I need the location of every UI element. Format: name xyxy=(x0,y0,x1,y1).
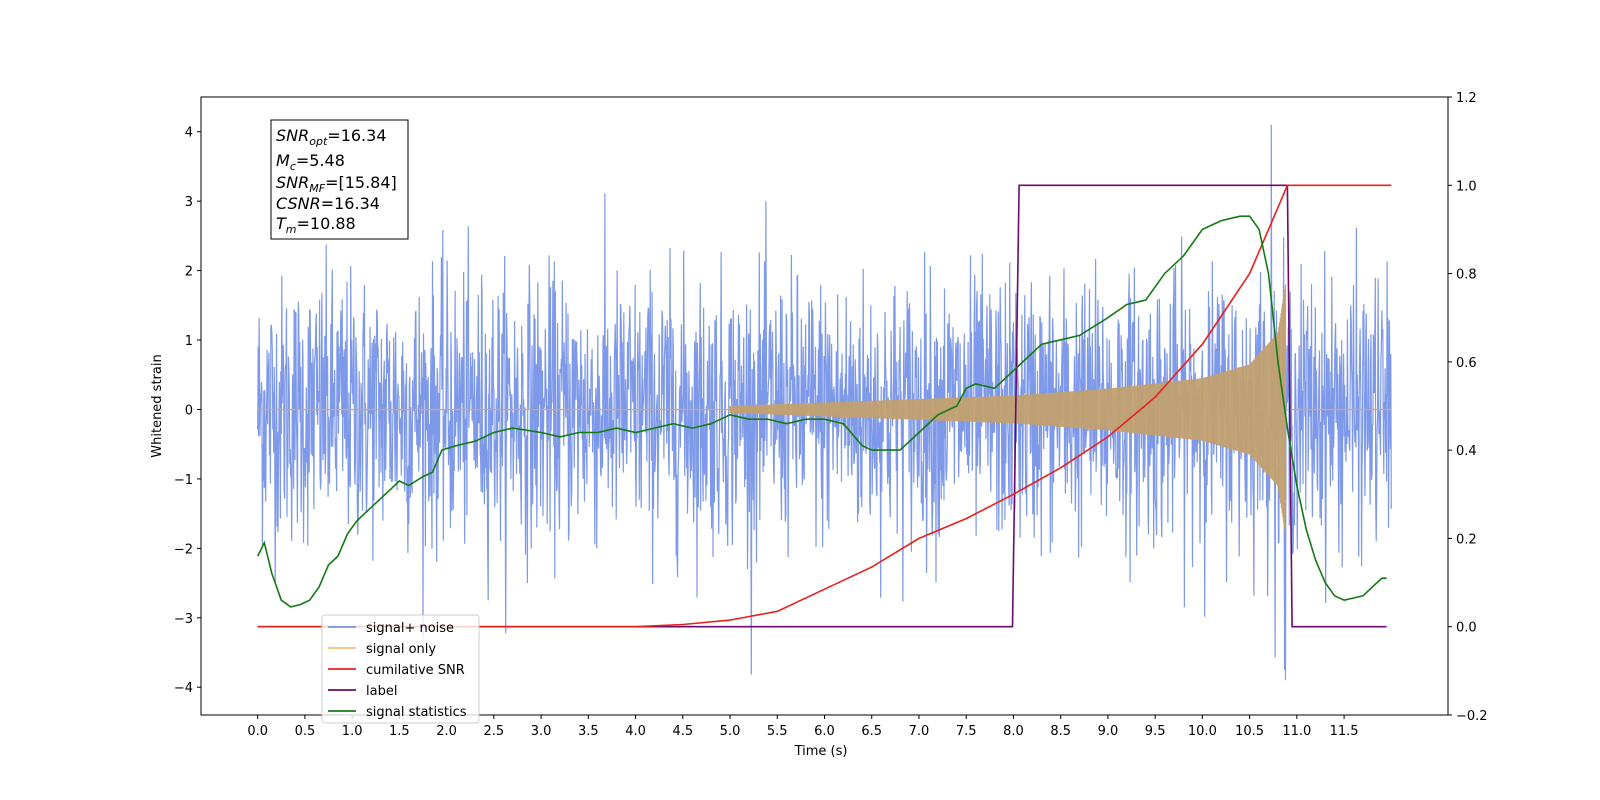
x-tick-label: 7.5 xyxy=(956,724,977,739)
x-tick-label: 4.0 xyxy=(625,724,646,739)
x-tick-label: 2.0 xyxy=(436,724,457,739)
x-tick-label: 9.0 xyxy=(1098,724,1119,739)
y-tick-label-right: 0.0 xyxy=(1456,621,1477,636)
y-tick-label-left: −4 xyxy=(174,681,193,696)
axes-layer: 0.0 0.5 1.0 1.5 2.0 2.5 3.0 3.5 4.0 4.5 5.0 5.5 6.0 6… xyxy=(174,91,1488,739)
y-tick-label-left: 0 xyxy=(185,403,193,418)
legend-label: cumilative SNR xyxy=(366,663,465,678)
series-signal-only xyxy=(729,284,1287,533)
x-tick-label: 7.0 xyxy=(909,724,930,739)
annotation-box: SNRopt=16.34 Mc=5.48 SNRMF=[15.84] CSNR=… xyxy=(270,119,409,240)
series-layer xyxy=(256,124,1392,681)
x-tick-label: 11.5 xyxy=(1330,724,1359,739)
series-label xyxy=(257,184,1387,628)
series-signal-statistics xyxy=(256,215,1387,608)
x-tick-label: 2.5 xyxy=(484,724,505,739)
y-tick-label-right: −0.2 xyxy=(1456,709,1488,724)
y-tick-label-right: 0.2 xyxy=(1456,532,1477,547)
x-tick-label: 3.0 xyxy=(531,724,552,739)
series-cumulative-snr xyxy=(257,184,1392,628)
x-tick-label: 5.5 xyxy=(767,724,788,739)
y-tick-label-right: 1.2 xyxy=(1456,91,1477,106)
y-tick-label-left: −3 xyxy=(174,612,193,627)
x-tick-label: 0.5 xyxy=(295,724,316,739)
legend-label: signal+ noise xyxy=(366,621,454,636)
y-axis-label-left: Whitened strain xyxy=(150,354,165,457)
x-tick-label: 0.0 xyxy=(247,724,268,739)
y-tick-label-right: 1.0 xyxy=(1456,179,1477,194)
legend: signal+ noise signal only cumilative SNR la… xyxy=(321,614,480,724)
annotation-tm: Tm=10.88 xyxy=(276,214,356,236)
x-tick-label: 11.0 xyxy=(1282,724,1311,739)
y-tick-label-right: 0.4 xyxy=(1456,444,1477,459)
y-tick-label-left: 3 xyxy=(185,195,193,210)
x-tick-label: 4.5 xyxy=(672,724,693,739)
legend-entries: signal+ noise signal only cumilative SNR la… xyxy=(328,621,467,720)
x-tick-label: 10.5 xyxy=(1235,724,1264,739)
x-tick-label: 1.0 xyxy=(342,724,363,739)
annotation-snr-mf: SNRMF=[15.84] xyxy=(276,173,397,195)
legend-label: signal only xyxy=(366,642,436,657)
x-axis-label: Time (s) xyxy=(794,744,848,759)
x-tick-label: 5.0 xyxy=(720,724,741,739)
y-tick-label-left: −1 xyxy=(174,473,193,488)
y-tick-label-left: −2 xyxy=(174,542,193,557)
y-tick-label-left: 4 xyxy=(185,126,193,141)
x-tick-label: 6.0 xyxy=(814,724,835,739)
annotation-snr-opt: SNRopt=16.34 xyxy=(276,126,387,148)
y-tick-label-right: 0.8 xyxy=(1456,268,1477,283)
x-tick-label: 1.5 xyxy=(389,724,410,739)
y-tick-label-left: 2 xyxy=(185,265,193,280)
x-tick-label: 10.0 xyxy=(1188,724,1217,739)
legend-frame xyxy=(321,614,480,724)
x-tick-label: 6.5 xyxy=(861,724,882,739)
x-tick-label: 8.0 xyxy=(1003,724,1024,739)
legend-label: label xyxy=(366,684,397,699)
y-tick-label-left: 1 xyxy=(185,334,193,349)
annotation-frame xyxy=(270,119,409,240)
annotation-csnr: CSNR=16.34 xyxy=(276,194,380,213)
annotation-mc: Mc=5.48 xyxy=(276,151,345,173)
x-tick-label: 3.5 xyxy=(578,724,599,739)
y-tick-label-right: 0.6 xyxy=(1456,356,1477,371)
legend-label: signal statistics xyxy=(366,705,467,720)
x-tick-label: 8.5 xyxy=(1050,724,1071,739)
x-tick-label: 9.5 xyxy=(1145,724,1166,739)
series-signal-noise xyxy=(257,124,1392,681)
